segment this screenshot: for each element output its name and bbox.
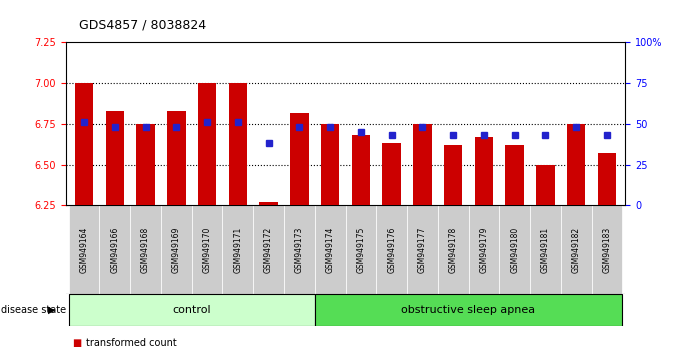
Bar bbox=[382, 143, 401, 205]
Text: GSM949168: GSM949168 bbox=[141, 227, 150, 273]
Bar bbox=[500, 205, 530, 294]
Bar bbox=[530, 205, 561, 294]
Bar bbox=[468, 205, 500, 294]
Text: GSM949166: GSM949166 bbox=[111, 226, 120, 273]
Bar bbox=[413, 124, 432, 205]
Bar bbox=[591, 205, 623, 294]
Bar bbox=[438, 205, 468, 294]
Text: GSM949172: GSM949172 bbox=[264, 227, 273, 273]
Text: obstructive sleep apnea: obstructive sleep apnea bbox=[401, 305, 536, 315]
Bar bbox=[377, 205, 407, 294]
Text: GSM949175: GSM949175 bbox=[357, 226, 366, 273]
Bar bbox=[167, 111, 186, 205]
Text: transformed count: transformed count bbox=[86, 338, 177, 348]
Bar bbox=[68, 294, 314, 326]
Bar bbox=[106, 111, 124, 205]
Bar bbox=[191, 205, 223, 294]
Text: GSM949182: GSM949182 bbox=[571, 227, 580, 273]
Bar bbox=[229, 83, 247, 205]
Bar bbox=[407, 205, 438, 294]
Bar bbox=[100, 205, 130, 294]
Text: GSM949183: GSM949183 bbox=[603, 227, 612, 273]
Bar bbox=[253, 205, 284, 294]
Bar bbox=[314, 205, 346, 294]
Text: GSM949177: GSM949177 bbox=[418, 226, 427, 273]
Text: GSM949174: GSM949174 bbox=[325, 226, 334, 273]
Text: GSM949171: GSM949171 bbox=[234, 227, 243, 273]
Text: GDS4857 / 8038824: GDS4857 / 8038824 bbox=[79, 19, 207, 32]
Text: GSM949178: GSM949178 bbox=[448, 227, 457, 273]
Bar bbox=[198, 83, 216, 205]
Text: GSM949180: GSM949180 bbox=[510, 227, 519, 273]
Bar bbox=[130, 205, 161, 294]
Text: ■: ■ bbox=[73, 338, 82, 348]
Bar bbox=[444, 145, 462, 205]
Bar bbox=[223, 205, 253, 294]
Text: GSM949176: GSM949176 bbox=[387, 226, 396, 273]
Text: GSM949169: GSM949169 bbox=[172, 226, 181, 273]
Text: GSM949179: GSM949179 bbox=[480, 226, 489, 273]
Text: ▶: ▶ bbox=[48, 305, 55, 315]
Text: GSM949173: GSM949173 bbox=[295, 226, 304, 273]
Bar bbox=[290, 113, 309, 205]
Bar bbox=[68, 205, 100, 294]
Bar bbox=[475, 137, 493, 205]
Bar bbox=[567, 124, 585, 205]
Bar bbox=[321, 124, 339, 205]
Text: GSM949164: GSM949164 bbox=[79, 226, 88, 273]
Text: disease state: disease state bbox=[1, 305, 66, 315]
Bar bbox=[136, 124, 155, 205]
Bar bbox=[314, 294, 623, 326]
Bar bbox=[284, 205, 314, 294]
Text: control: control bbox=[173, 305, 211, 315]
Bar bbox=[259, 202, 278, 205]
Bar bbox=[598, 153, 616, 205]
Text: GSM949170: GSM949170 bbox=[202, 226, 211, 273]
Bar bbox=[346, 205, 377, 294]
Bar bbox=[505, 145, 524, 205]
Bar bbox=[536, 165, 555, 205]
Bar bbox=[352, 135, 370, 205]
Bar bbox=[75, 83, 93, 205]
Bar bbox=[161, 205, 191, 294]
Text: GSM949181: GSM949181 bbox=[541, 227, 550, 273]
Bar bbox=[561, 205, 591, 294]
